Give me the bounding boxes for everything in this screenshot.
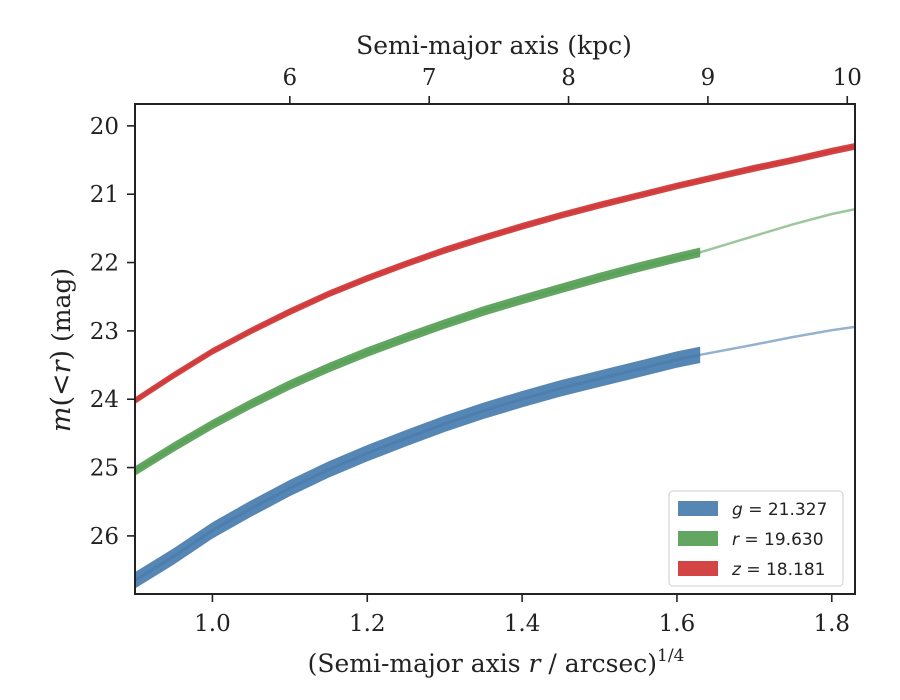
- x-tick-label: 1.6: [659, 611, 696, 637]
- y-tick-label: 24: [90, 387, 119, 413]
- series-r-line: [135, 250, 701, 473]
- plot-frame: [134, 103, 856, 595]
- series-z-band: [135, 143, 855, 404]
- y-tick-label: 25: [90, 456, 119, 482]
- y-tick-label: 20: [90, 114, 119, 140]
- series-r-band: [135, 247, 701, 476]
- top-tick-label: 6: [283, 65, 298, 91]
- series-z-line: [135, 144, 855, 402]
- top-tick-label: 9: [701, 65, 716, 91]
- legend-swatch-z: [678, 561, 718, 576]
- series-r-extrapolation-line: [699, 207, 855, 254]
- series-r: [135, 207, 855, 476]
- x-tick-label: 1.2: [349, 611, 386, 637]
- top-tick-label: 10: [833, 65, 862, 91]
- legend-label-z: z = 18.181: [731, 560, 825, 580]
- y-tick-label: 22: [90, 251, 119, 277]
- legend-swatch-g: [678, 501, 718, 516]
- series-g-band: [135, 346, 701, 589]
- series-g-line: [135, 353, 701, 582]
- legend-label-g: g = 21.327: [732, 500, 827, 520]
- series-z: [135, 143, 855, 404]
- x-tick-label: 1.8: [813, 611, 850, 637]
- y-tick-label: 23: [90, 319, 119, 345]
- y-tick-label: 21: [90, 182, 119, 208]
- ticks-layer: 1.0 1.2 1.4 1.6 1.8 20 21 22 23 24 25 26 6 7 8 9 10: [90, 65, 862, 637]
- legend: g = 21.327 r = 19.630 z = 18.181: [668, 490, 844, 587]
- series-layer: [135, 143, 855, 589]
- x-axis-label: (Semi-major axis r / arcsec)1/4: [308, 646, 685, 678]
- legend-swatch-r: [678, 531, 718, 546]
- top-tick-label: 7: [422, 65, 437, 91]
- top-tick-label: 8: [561, 65, 576, 91]
- y-tick-label: 26: [90, 524, 119, 550]
- x-tick-label: 1.4: [504, 611, 541, 637]
- x-tick-label: 1.0: [194, 611, 231, 637]
- series-g: [135, 325, 855, 589]
- series-g-extrapolation-line: [699, 325, 855, 357]
- top-axis-label: Semi-major axis (kpc): [356, 31, 632, 60]
- legend-label-r: r = 19.630: [732, 530, 824, 550]
- y-axis-label: m(<r) (mag): [46, 268, 77, 432]
